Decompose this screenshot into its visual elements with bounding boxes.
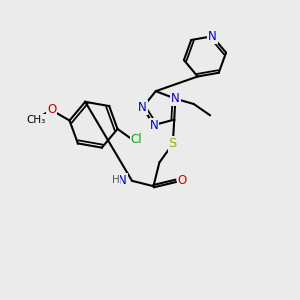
Text: N: N [150,118,158,131]
Text: H: H [112,175,120,185]
Text: N: N [208,30,217,43]
Text: CH₃: CH₃ [26,115,45,125]
Text: O: O [47,103,56,116]
Text: N: N [118,174,127,187]
Text: N: N [171,92,180,105]
Text: N: N [138,101,147,114]
Text: O: O [178,174,187,187]
Text: Cl: Cl [131,133,142,146]
Text: S: S [169,137,177,151]
